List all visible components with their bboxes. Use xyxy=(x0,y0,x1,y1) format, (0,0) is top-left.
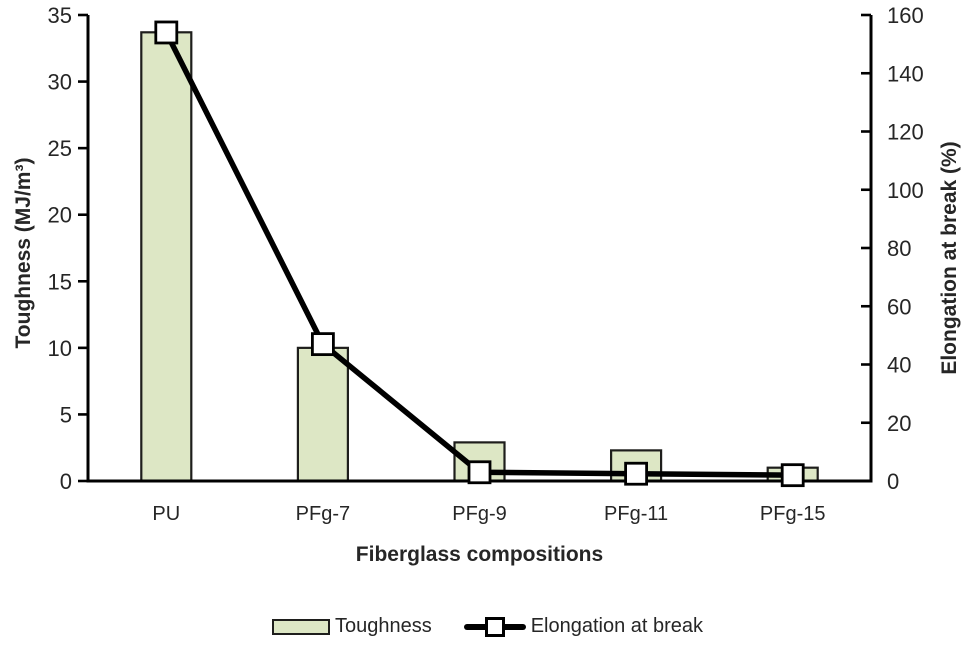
right-axis-tick-label: 20 xyxy=(887,411,911,436)
elongation-marker-PU xyxy=(154,20,179,45)
left-axis-tick-label: 5 xyxy=(60,402,72,427)
category-label-PFg-15: PFg-15 xyxy=(760,503,826,525)
elongation-line xyxy=(163,29,796,478)
right-axis-tick-label: 120 xyxy=(887,120,924,145)
right-axis-title: Elongation at break (%) xyxy=(938,141,961,375)
right-axis-tick-label: 80 xyxy=(887,236,911,261)
legend: Toughness Elongation at break xyxy=(0,615,975,638)
legend-item-elongation: Elongation at break xyxy=(463,615,704,638)
bar-swatch-icon xyxy=(271,618,330,635)
category-label-PFg-9: PFg-9 xyxy=(452,503,506,525)
category-label-PFg-11: PFg-11 xyxy=(604,503,668,525)
left-axis-tick-label: 0 xyxy=(60,469,72,494)
toughness-bar-PU xyxy=(140,31,193,483)
toughness-bar-PFg-7 xyxy=(296,346,349,483)
elongation-marker-PFg-11 xyxy=(624,461,648,486)
right-axis-tick-label: 140 xyxy=(887,61,924,86)
line-marker-swatch-icon xyxy=(463,616,526,638)
category-label-PU: PU xyxy=(152,503,180,525)
left-axis-title: Toughness (MJ/m³) xyxy=(12,157,35,349)
left-axis-tick-label: 35 xyxy=(48,3,72,28)
legend-square-marker-icon xyxy=(484,616,505,637)
left-axis-tick-label: 25 xyxy=(48,136,72,161)
x-axis-title: Fiberglass compositions xyxy=(355,543,604,566)
left-axis-tick-label: 15 xyxy=(48,269,72,294)
legend-label-elongation: Elongation at break xyxy=(530,615,704,637)
left-axis-tick-label: 30 xyxy=(48,70,72,95)
legend-label-toughness: Toughness xyxy=(334,615,432,637)
elongation-marker-PFg-15 xyxy=(780,463,805,488)
right-axis-tick-label: 60 xyxy=(887,294,911,319)
elongation-marker-PFg-7 xyxy=(310,332,335,357)
category-label-PFg-7: PFg-7 xyxy=(296,503,350,525)
elongation-marker-PFg-9 xyxy=(467,460,492,485)
left-axis-tick-label: 10 xyxy=(48,336,72,361)
right-axis-tick-label: 160 xyxy=(887,3,924,28)
legend-item-toughness: Toughness xyxy=(271,615,432,638)
right-axis-tick-label: 100 xyxy=(887,178,924,203)
right-axis-tick-label: 40 xyxy=(887,353,911,378)
left-axis-tick-label: 20 xyxy=(48,203,72,228)
right-axis-tick-label: 0 xyxy=(887,469,899,494)
